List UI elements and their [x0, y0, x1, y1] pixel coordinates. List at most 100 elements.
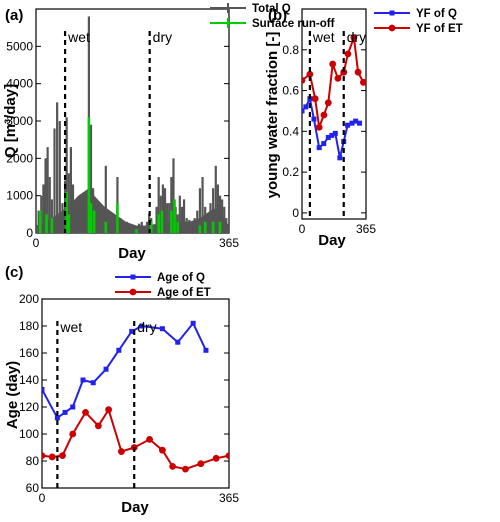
data-point — [159, 326, 165, 332]
data-point — [306, 70, 314, 78]
total-q-bar — [82, 210, 85, 233]
total-q-bar — [145, 221, 149, 233]
runoff-bar — [211, 221, 215, 233]
panel-c — [41, 274, 230, 489]
runoff-bar — [198, 225, 202, 233]
total-q-bar — [132, 227, 135, 233]
legend-label: Age of Q — [157, 272, 205, 284]
data-point — [129, 328, 135, 334]
panel-a — [35, 3, 246, 234]
total-q-bar — [61, 203, 64, 233]
data-point — [54, 415, 60, 421]
data-point — [337, 155, 343, 161]
data-point — [362, 78, 366, 86]
data-point — [302, 108, 305, 114]
x-tick-label: 0 — [39, 491, 46, 505]
runoff-bar — [176, 221, 180, 233]
data-point — [324, 99, 332, 107]
y-tick-label: 0 — [292, 206, 299, 220]
y-tick-label: 5000 — [6, 39, 33, 53]
x-tick-label: 365 — [219, 491, 239, 505]
total-q-bar — [37, 210, 40, 233]
y-tick-label: 0.4 — [282, 124, 299, 138]
runoff-bar — [65, 191, 68, 233]
y-tick-label: 2000 — [6, 151, 33, 165]
y-tick-label: 180 — [19, 319, 39, 333]
total-q-bar — [140, 221, 143, 233]
y-tick-label: 0.8 — [282, 43, 299, 57]
runoff-bar — [203, 221, 207, 233]
data-point — [62, 409, 68, 415]
total-q-bar — [214, 165, 217, 233]
series-line-a — [42, 321, 207, 420]
total-q-bar — [102, 210, 105, 233]
x-tick-label: 0 — [33, 236, 40, 250]
total-q-bar — [221, 199, 224, 233]
runoff-bar — [50, 218, 54, 233]
total-q-bar — [53, 128, 56, 233]
legend-marker — [130, 274, 136, 280]
total-q-bar — [218, 195, 222, 233]
y-tick-label: 120 — [19, 400, 39, 414]
total-q-bar — [196, 210, 199, 233]
legend-marker — [388, 24, 396, 32]
runoff-bar — [149, 221, 153, 233]
data-point — [90, 380, 96, 386]
total-q-bar — [193, 218, 196, 233]
total-q-bar — [106, 218, 110, 233]
total-q-bar — [225, 218, 228, 233]
data-point — [329, 60, 337, 68]
data-point — [325, 134, 331, 140]
data-point — [197, 460, 205, 468]
season-marker-label: wet — [59, 319, 82, 335]
x-tick-label: 0 — [299, 222, 306, 236]
total-q-bar — [79, 206, 82, 233]
total-q-bar — [48, 177, 51, 233]
data-point — [139, 323, 145, 329]
runoff-bar — [67, 214, 71, 233]
data-point — [354, 68, 362, 76]
runoff-bar — [160, 210, 164, 233]
total-q-bar — [104, 165, 107, 233]
data-point — [70, 404, 76, 410]
total-q-bar — [161, 184, 165, 233]
data-point — [59, 452, 66, 459]
data-point — [357, 120, 363, 126]
data-point — [158, 446, 166, 454]
total-q-bar — [50, 199, 53, 233]
total-q-bar — [209, 203, 212, 233]
total-q-bar — [44, 158, 47, 233]
total-q-bar — [212, 188, 215, 233]
total-q-bar — [188, 219, 191, 233]
total-q-bar — [112, 223, 115, 233]
data-point — [146, 436, 153, 443]
season-marker-label: dry — [137, 319, 156, 335]
runoff-bar — [87, 117, 91, 233]
total-q-bar — [180, 206, 184, 233]
legend-marker — [389, 10, 395, 16]
data-point — [329, 132, 335, 138]
season-marker-label: wet — [67, 29, 90, 45]
runoff-bar — [45, 214, 48, 233]
data-point — [203, 347, 209, 353]
data-point — [212, 454, 220, 462]
total-q-bar — [204, 206, 207, 233]
total-q-bar — [157, 177, 160, 233]
x-tick-label: 365 — [356, 222, 376, 236]
data-point — [320, 111, 328, 119]
y-axis-label: young water fraction [-] — [264, 32, 281, 199]
total-q-bar — [121, 225, 124, 233]
y-tick-label: 100 — [19, 427, 39, 441]
total-q-bar — [168, 203, 171, 233]
total-q-bar — [155, 206, 158, 233]
season-marker-label: wet — [312, 29, 335, 45]
runoff-bar — [92, 210, 96, 233]
y-tick-label: 200 — [19, 292, 39, 306]
data-point — [182, 465, 189, 473]
legend-label: YF of ET — [416, 23, 463, 35]
total-q-bar — [65, 117, 68, 233]
data-point — [345, 122, 351, 128]
runoff-bar — [89, 203, 93, 233]
data-point — [302, 76, 306, 84]
total-q-bar — [163, 188, 167, 233]
